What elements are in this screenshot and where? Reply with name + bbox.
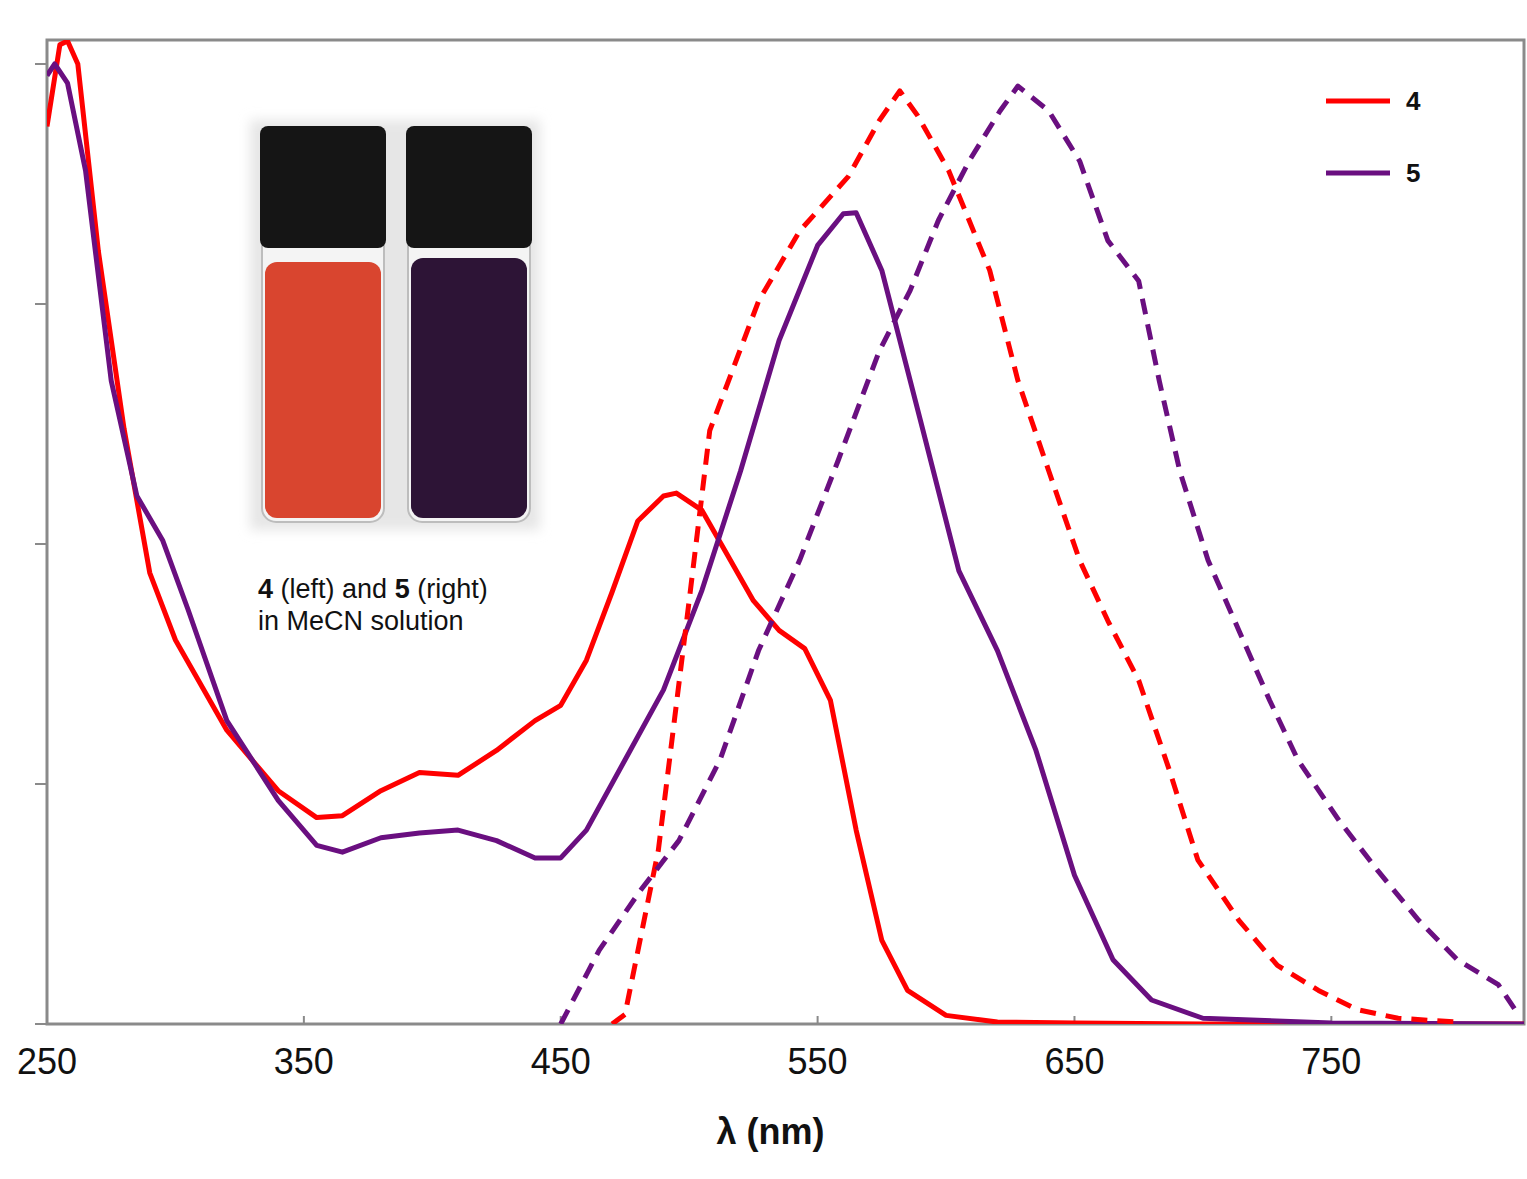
plot-frame <box>47 40 1524 1024</box>
annotation-part: (left) <box>281 574 335 604</box>
legend-swatch <box>1326 171 1390 176</box>
chart: 250 350 450 550 650 750 λ (nm) 4 (left) and 5 (… <box>0 0 1527 1179</box>
y-tick <box>35 303 47 305</box>
annotation-part <box>410 574 418 604</box>
x-tick <box>46 1016 48 1024</box>
x-tick-label: 250 <box>17 1041 77 1082</box>
vial-photo <box>250 120 540 530</box>
vial-liquid <box>265 262 381 518</box>
annotation-part: (right) <box>417 574 488 604</box>
vial-cap <box>260 126 386 248</box>
vial-liquid <box>411 258 527 518</box>
annotation: 4 (left) and 5 (right) <box>258 574 488 604</box>
legend-swatch <box>1326 99 1390 104</box>
y-tick <box>35 63 47 65</box>
y-tick <box>35 1023 47 1025</box>
x-tick-label: 750 <box>1301 1041 1361 1082</box>
annotation: in MeCN solution <box>258 606 464 636</box>
annotation-part: solution <box>371 606 464 636</box>
x-tick-label: 550 <box>788 1041 848 1082</box>
annotation-part: and <box>342 574 387 604</box>
annotation-part: 4 <box>258 574 273 604</box>
vial-cap <box>406 126 532 248</box>
absorption-line <box>47 64 1524 1024</box>
x-tick <box>817 1016 819 1024</box>
annotation-part <box>335 574 343 604</box>
annotation-part: MeCN <box>287 606 364 636</box>
annotation-part <box>363 606 371 636</box>
x-tick <box>303 1016 305 1024</box>
x-tick-label: 650 <box>1044 1041 1104 1082</box>
emission-line <box>561 86 1519 1024</box>
annotation-part: in <box>258 606 279 636</box>
legend-label: 5 <box>1406 158 1420 188</box>
x-axis-title: λ (nm) <box>717 1111 825 1152</box>
x-tick-label: 450 <box>531 1041 591 1082</box>
y-tick <box>35 783 47 785</box>
curves <box>47 41 1524 1024</box>
x-tick-label: 350 <box>274 1041 334 1082</box>
photo-bg <box>250 120 540 530</box>
annotation-part: 5 <box>395 574 410 604</box>
absorption-line <box>47 41 1524 1024</box>
annotation-part <box>387 574 395 604</box>
emission-line <box>612 91 1457 1024</box>
annotation-part <box>279 606 287 636</box>
legend-label: 4 <box>1406 86 1421 116</box>
annotation-part <box>273 574 281 604</box>
y-tick <box>35 543 47 545</box>
